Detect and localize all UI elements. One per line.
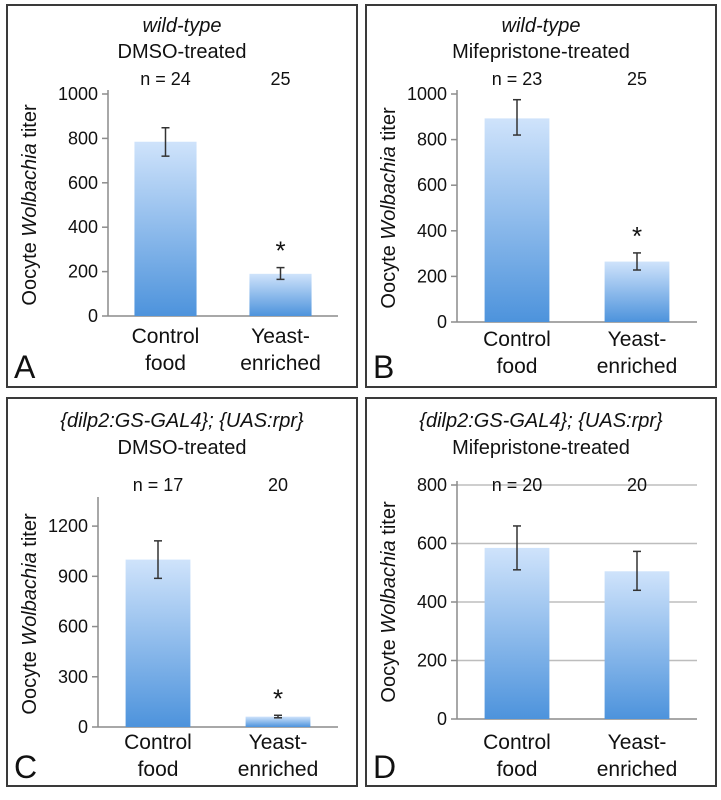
y-tick-label: 900 — [58, 566, 88, 586]
chart-title-line: DMSO-treated — [118, 41, 247, 63]
x-category-label: Control — [483, 328, 551, 351]
y-tick-label: 0 — [78, 717, 88, 737]
y-tick-label: 200 — [417, 266, 447, 286]
x-category-label: Yeast- — [608, 328, 667, 351]
sample-size-label: n = 24 — [140, 69, 191, 89]
y-tick-label: 0 — [437, 709, 447, 729]
y-axis-label-part: Oocyte — [19, 646, 41, 715]
y-tick-label: 800 — [68, 128, 98, 148]
x-category-label: enriched — [597, 758, 678, 781]
x-category-label: Control — [483, 731, 551, 754]
y-tick-label: 600 — [58, 617, 88, 637]
y-tick-label: 400 — [417, 592, 447, 612]
bar — [134, 141, 197, 316]
y-axis-label-part: titer — [19, 513, 41, 552]
panel-c: {dilp2:GS-GAL4}; {UAS:rpr} DMSO-treated Oo… — [6, 397, 358, 787]
panel-letter-a: A — [14, 349, 36, 385]
y-axis-label-part: Oocyte — [378, 634, 400, 703]
sample-size-label: n = 17 — [133, 475, 184, 495]
x-category-label: Yeast- — [251, 325, 310, 348]
y-tick-label: 0 — [437, 312, 447, 332]
x-category-label: enriched — [597, 355, 678, 378]
y-tick-label: 200 — [68, 262, 98, 282]
panel-b: wild-type Mifepristone-treated Oocyte Wolb… — [365, 4, 717, 388]
chart-title-line: DMSO-treated — [118, 437, 247, 459]
chart-title-line: Mifepristone-treated — [452, 41, 630, 63]
y-tick-label: 0 — [88, 306, 98, 326]
sample-size-label: 20 — [268, 475, 288, 495]
chart-d: {dilp2:GS-GAL4}; {UAS:rpr} Mifepristone-t… — [378, 410, 697, 781]
y-axis-label-part: titer — [378, 107, 400, 146]
x-category-label: enriched — [238, 758, 319, 781]
panel-letter-b: B — [373, 349, 395, 385]
chart-a: wild-type DMSO-treated Oocyte Wolbachia ti… — [19, 15, 338, 375]
y-axis-label-part: Wolbachia — [19, 552, 41, 645]
x-category-label: Yeast- — [608, 731, 667, 754]
bar — [245, 716, 311, 727]
y-tick-label: 600 — [417, 534, 447, 554]
chart-title-line: wild-type — [143, 15, 222, 37]
bar — [604, 261, 670, 322]
bar — [484, 547, 550, 719]
bar — [604, 571, 670, 719]
chart-title-line: {dilp2:GS-GAL4}; {UAS:rpr} — [60, 410, 304, 432]
y-tick-label: 1000 — [58, 84, 98, 104]
significance-marker: * — [273, 683, 283, 713]
x-category-label: Control — [124, 731, 192, 754]
y-axis-label: Oocyte Wolbachia titer — [19, 104, 41, 306]
x-category-label: Control — [132, 325, 200, 348]
x-category-label: Yeast- — [249, 731, 308, 754]
y-tick-label: 200 — [417, 651, 447, 671]
bar — [249, 273, 312, 316]
y-tick-label: 1000 — [407, 84, 447, 104]
y-axis-label-part: Oocyte — [19, 237, 41, 306]
x-category-label: food — [497, 355, 538, 378]
y-axis-label: Oocyte Wolbachia titer — [19, 513, 41, 715]
bar — [484, 118, 550, 322]
x-category-label: enriched — [240, 352, 321, 375]
chart-c: {dilp2:GS-GAL4}; {UAS:rpr} DMSO-treated Oo… — [19, 410, 338, 781]
bar — [125, 559, 191, 727]
y-axis-label-part: Wolbachia — [378, 146, 400, 239]
y-tick-label: 1200 — [48, 516, 88, 536]
y-tick-label: 800 — [417, 475, 447, 495]
y-tick-label: 600 — [417, 175, 447, 195]
sample-size-label: n = 23 — [492, 69, 543, 89]
y-tick-label: 400 — [68, 217, 98, 237]
significance-marker: * — [632, 221, 642, 251]
y-axis-label-part: Oocyte — [378, 240, 400, 309]
panel-letter-c: C — [14, 749, 38, 785]
x-category-label: food — [145, 352, 186, 375]
chart-title-line: Mifepristone-treated — [452, 437, 630, 459]
y-axis-label: Oocyte Wolbachia titer — [378, 107, 400, 309]
y-tick-label: 800 — [417, 130, 447, 150]
y-tick-label: 600 — [68, 173, 98, 193]
y-axis-label-part: Wolbachia — [19, 143, 41, 236]
panel-d: {dilp2:GS-GAL4}; {UAS:rpr} Mifepristone-t… — [365, 397, 717, 787]
y-axis-label-part: titer — [378, 501, 400, 540]
significance-marker: * — [275, 236, 285, 266]
x-category-label: food — [138, 758, 179, 781]
sample-size-label: 25 — [270, 69, 290, 89]
panel-letter-d: D — [373, 749, 397, 785]
chart-title-line: {dilp2:GS-GAL4}; {UAS:rpr} — [419, 410, 663, 432]
x-category-label: food — [497, 758, 538, 781]
y-axis-label-part: titer — [19, 104, 41, 143]
y-tick-label: 400 — [417, 221, 447, 241]
panel-a: wild-type DMSO-treated Oocyte Wolbachia ti… — [6, 4, 358, 388]
sample-size-label: n = 20 — [492, 475, 543, 495]
chart-title-line: wild-type — [502, 15, 581, 37]
y-axis-label-part: Wolbachia — [378, 540, 400, 633]
y-axis-label: Oocyte Wolbachia titer — [378, 501, 400, 703]
chart-b: wild-type Mifepristone-treated Oocyte Wolb… — [378, 15, 697, 378]
sample-size-label: 20 — [627, 475, 647, 495]
y-tick-label: 300 — [58, 667, 88, 687]
sample-size-label: 25 — [627, 69, 647, 89]
